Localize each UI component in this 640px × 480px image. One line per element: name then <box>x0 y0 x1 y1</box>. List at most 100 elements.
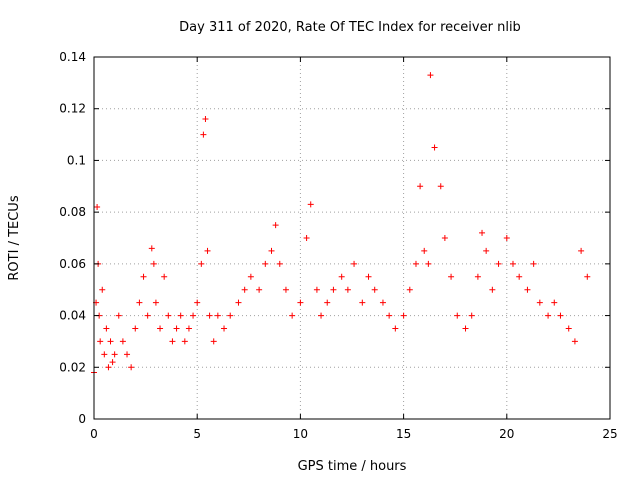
data-point <box>379 299 386 306</box>
data-point <box>181 338 188 345</box>
data-point <box>551 299 558 306</box>
y-tick-label: 0.02 <box>59 360 86 374</box>
data-point <box>109 359 116 366</box>
data-point <box>94 203 101 210</box>
data-point <box>524 286 531 293</box>
x-tick-label: 25 <box>602 427 617 441</box>
data-point <box>427 72 434 79</box>
data-point <box>148 245 155 252</box>
data-point <box>557 312 564 319</box>
data-point <box>330 286 337 293</box>
data-point <box>584 273 591 280</box>
data-point <box>468 312 475 319</box>
data-point <box>425 260 432 267</box>
data-point <box>441 235 448 241</box>
data-point <box>324 299 331 306</box>
y-tick-label: 0.08 <box>59 205 86 219</box>
x-tick-label: 5 <box>193 427 201 441</box>
data-point <box>198 260 205 267</box>
data-point <box>190 312 197 319</box>
data-point <box>448 273 455 280</box>
data-point <box>268 247 275 254</box>
axis-layer: 0 5 10 15 20 25 0 0.02 0.04 0.06 0.08 0.1 0.12 0.14 <box>59 50 617 441</box>
data-point <box>262 260 269 267</box>
data-point <box>338 273 345 280</box>
data-point <box>483 247 490 254</box>
x-tick-label: 0 <box>90 427 98 441</box>
data-point <box>297 299 304 306</box>
data-point <box>144 312 151 319</box>
data-point <box>200 131 207 138</box>
data-point <box>103 325 110 332</box>
data-point <box>227 312 234 319</box>
data-point <box>386 312 393 319</box>
data-point <box>412 260 419 267</box>
data-point <box>97 338 104 345</box>
data-point <box>392 325 399 332</box>
data-point <box>421 247 428 254</box>
data-point <box>128 364 135 371</box>
data-point <box>359 299 366 306</box>
data-point <box>165 312 172 319</box>
y-tick-label: 0 <box>78 412 86 426</box>
data-point <box>344 286 351 293</box>
data-point <box>462 325 469 332</box>
data-point <box>177 312 184 319</box>
data-point <box>303 235 310 241</box>
data-point <box>107 338 114 345</box>
data-point <box>400 312 407 319</box>
data-point <box>365 273 372 280</box>
y-tick-label: 0.06 <box>59 257 86 271</box>
data-point <box>489 286 496 293</box>
data-point <box>351 260 358 267</box>
y-tick-label: 0.1 <box>67 153 86 167</box>
data-point <box>307 201 314 208</box>
x-tick-label: 20 <box>499 427 514 441</box>
data-point <box>241 286 248 293</box>
data-point <box>495 260 502 267</box>
data-point <box>152 299 159 306</box>
data-point <box>140 273 147 280</box>
data-point <box>530 260 537 267</box>
data-point <box>185 325 192 332</box>
data-point <box>150 260 157 267</box>
data-point <box>437 183 444 190</box>
data-point <box>204 247 211 254</box>
data-point <box>474 273 481 280</box>
data-point <box>479 229 486 236</box>
data-point <box>371 286 378 293</box>
data-point <box>206 312 213 319</box>
data-point <box>105 364 112 371</box>
y-tick-label: 0.12 <box>59 102 86 116</box>
data-point <box>235 299 242 306</box>
points-layer <box>91 72 591 376</box>
data-point <box>101 351 108 358</box>
data-point <box>111 351 118 358</box>
data-point <box>136 299 143 306</box>
data-point <box>272 222 279 229</box>
data-point <box>99 286 106 293</box>
grid-layer <box>94 57 610 419</box>
data-point <box>115 312 122 319</box>
data-point <box>202 116 209 123</box>
data-point <box>289 312 296 319</box>
data-point <box>214 312 221 319</box>
data-point <box>318 312 325 319</box>
data-point <box>431 144 438 151</box>
plot-frame <box>93 56 611 420</box>
chart-title: Day 311 of 2020, Rate Of TEC Index for r… <box>179 20 521 35</box>
y-axis-title: ROTI / TECUs <box>7 195 22 280</box>
data-point <box>161 273 168 280</box>
data-point <box>221 325 228 332</box>
data-point <box>124 351 131 358</box>
data-point <box>169 338 176 345</box>
data-point <box>313 286 320 293</box>
data-point <box>132 325 139 332</box>
data-point <box>256 286 263 293</box>
x-tick-label: 10 <box>293 427 308 441</box>
data-point <box>119 338 126 345</box>
data-point <box>509 260 516 267</box>
data-point <box>536 299 543 306</box>
data-point <box>282 286 289 293</box>
